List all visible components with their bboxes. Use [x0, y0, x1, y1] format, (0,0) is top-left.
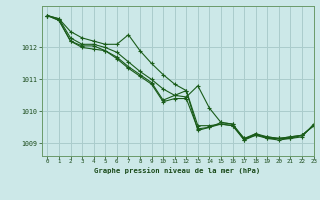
X-axis label: Graphe pression niveau de la mer (hPa): Graphe pression niveau de la mer (hPa) — [94, 167, 261, 174]
